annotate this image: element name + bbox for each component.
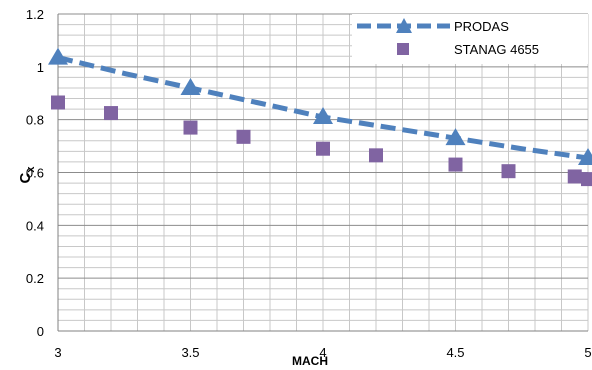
- legend-prodas-label: PRODAS: [454, 19, 509, 34]
- chart-axes: [57, 14, 588, 332]
- legend-box: [352, 14, 588, 64]
- series-stanag-4655: [51, 95, 592, 187]
- y-axis-title-main: C: [17, 172, 34, 183]
- stanag-square-marker: [369, 148, 383, 163]
- x-axis-title: MACH: [292, 354, 328, 368]
- stanag-square-marker: [567, 169, 582, 184]
- x-tick-label: 5: [584, 345, 591, 360]
- stanag-square-marker: [316, 141, 330, 156]
- stanag-square-marker: [448, 157, 463, 172]
- prodas-triangle-marker: [48, 47, 68, 65]
- y-tick-label: 0.8: [26, 113, 44, 128]
- y-tick-label: 0.2: [26, 271, 44, 286]
- tick-labels: 3 3.5 4 4.5 5 0 0.2 0.4 0.6 0.8 1 1.2: [26, 7, 592, 360]
- stanag-square-marker: [51, 95, 65, 110]
- y-tick-label: 0.4: [26, 218, 44, 233]
- y-axis-title: Cx: [17, 166, 37, 184]
- legend-stanag-square-icon: [397, 43, 409, 55]
- legend-stanag-label: STANAG 4655: [454, 42, 539, 57]
- x-tick-label: 4.5: [446, 345, 464, 360]
- stanag-square-marker: [183, 120, 198, 135]
- y-axis-title-subscript: x: [25, 166, 37, 173]
- y-tick-label: 0: [37, 324, 44, 339]
- stanag-square-marker: [581, 172, 592, 187]
- x-tick-label: 4: [319, 345, 326, 360]
- stanag-square-marker: [236, 129, 251, 144]
- chart-grid: [57, 13, 589, 332]
- prodas-triangle-marker: [445, 128, 466, 146]
- y-tick-label: 0.6: [26, 166, 44, 181]
- y-tick-label: 1: [37, 60, 44, 75]
- legend-item-prodas: PRODAS: [357, 18, 509, 34]
- y-tick-label: 1.2: [26, 7, 44, 22]
- stanag-square-marker: [104, 106, 118, 121]
- x-tick-label: 3: [54, 345, 61, 360]
- legend-prodas-triangle-icon: [396, 18, 412, 33]
- legend: PRODAS STANAG 4655: [352, 14, 588, 64]
- svg-text:Cx: Cx: [17, 166, 37, 184]
- prodas-triangle-marker: [180, 77, 201, 95]
- legend-item-stanag: STANAG 4655: [397, 42, 539, 57]
- series-prodas: [48, 47, 592, 165]
- stanag-square-marker: [501, 164, 516, 179]
- x-tick-label: 3.5: [181, 345, 199, 360]
- prodas-triangle-marker: [578, 147, 592, 165]
- prodas-triangle-marker: [313, 107, 333, 125]
